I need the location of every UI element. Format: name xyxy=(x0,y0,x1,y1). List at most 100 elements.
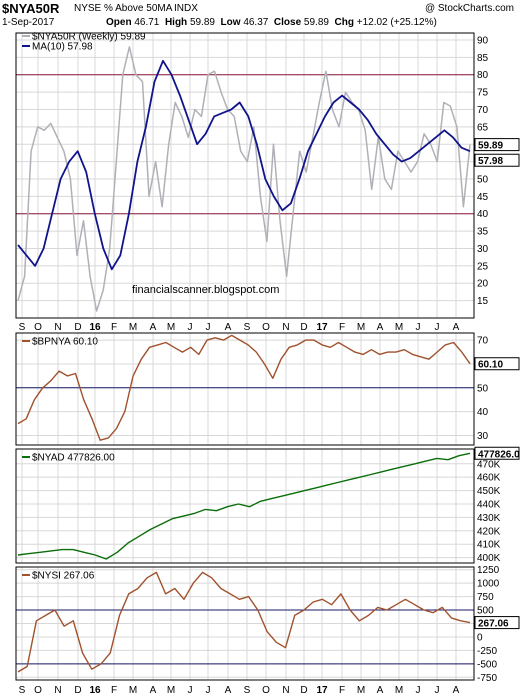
x-tick-label: N xyxy=(54,322,61,333)
x-tick-label: M xyxy=(167,685,175,696)
stockcharts-credit: @ StockCharts.com xyxy=(424,3,514,14)
y-tick-label: 440K xyxy=(477,499,501,510)
date-label: 1-Sep-2017 xyxy=(2,17,55,28)
watermark: financialscanner.blogspot.com xyxy=(132,284,279,296)
last-value-label: 267.06 xyxy=(478,619,509,630)
y-tick-label: 750 xyxy=(477,592,494,603)
y-tick-label: -500 xyxy=(477,659,497,670)
close-label: Close xyxy=(273,17,302,28)
y-tick-label: 35 xyxy=(477,227,489,238)
y-tick-label: 75 xyxy=(477,88,489,99)
x-tick-label: D xyxy=(300,685,307,696)
panel-frame xyxy=(15,32,475,319)
ohlc-line: Open 46.71 High 59.89 Low 46.37 Close 59… xyxy=(106,17,437,28)
y-tick-label: 470K xyxy=(477,459,501,470)
low-value: 46.37 xyxy=(243,17,269,28)
x-tick-label: 16 xyxy=(89,685,101,696)
x-axis-top: S O N D 16 F M A M J J A S O N D 17 F M A M J J A xyxy=(19,322,460,333)
x-tick-label: 17 xyxy=(316,685,328,696)
legend-ma10: MA(10) 57.98 xyxy=(32,42,93,53)
x-tick-label: M xyxy=(357,685,365,696)
y-tick-label: -250 xyxy=(477,646,497,657)
panel-nysi: -750-500-250025050075010001250$NYSI 267.… xyxy=(15,565,520,684)
x-tick-label: O xyxy=(262,322,270,333)
x-tick-label: J xyxy=(416,322,421,333)
change-value: +12.02 (+25.12%) xyxy=(356,17,437,28)
close-value: 59.89 xyxy=(303,17,329,28)
y-tick-label: 40 xyxy=(477,209,489,220)
x-tick-label: A xyxy=(150,685,157,696)
y-tick-label: 15 xyxy=(477,296,489,307)
x-tick-label: A xyxy=(377,685,384,696)
legend-bpnya: $BPNYA 60.10 xyxy=(32,337,98,348)
y-tick-label: 500 xyxy=(477,606,494,617)
y-tick-label: 25 xyxy=(477,261,489,272)
x-tick-label: N xyxy=(54,685,61,696)
high-value: 59.89 xyxy=(189,17,215,28)
x-tick-label: S xyxy=(244,685,251,696)
last-value-box xyxy=(474,357,520,371)
y-tick-label: 450K xyxy=(477,486,501,497)
x-tick-label: N xyxy=(282,322,289,333)
y-tick-label: 85 xyxy=(477,53,489,64)
x-tick-label: N xyxy=(282,685,289,696)
y-tick-label: 45 xyxy=(477,192,489,203)
x-tick-label: J xyxy=(188,322,193,333)
x-tick-label: D xyxy=(74,685,81,696)
y-tick-label: 40 xyxy=(477,407,489,418)
panel-frame xyxy=(15,448,475,564)
x-tick-label: A xyxy=(225,685,232,696)
y-tick-label: 430K xyxy=(477,513,501,524)
x-tick-label: O xyxy=(34,685,42,696)
symbol-title: $NYA50R xyxy=(2,1,60,16)
y-tick-label: 90 xyxy=(477,35,489,46)
x-tick-label: S xyxy=(19,685,26,696)
exchange-label: INDX xyxy=(174,3,198,14)
series-line xyxy=(17,46,471,312)
x-tick-label: D xyxy=(74,322,81,333)
x-tick-label: O xyxy=(34,322,42,333)
high-label: High xyxy=(164,17,188,28)
last-value-box xyxy=(474,153,520,167)
y-tick-label: 30 xyxy=(477,431,489,442)
symbol-description: NYSE % Above 50MA xyxy=(74,3,173,14)
x-tick-label: A xyxy=(453,685,460,696)
x-tick-label: M xyxy=(395,322,403,333)
x-tick-label: 16 xyxy=(89,322,101,333)
open-label: Open xyxy=(106,17,132,28)
y-tick-label: 70 xyxy=(477,105,489,116)
last-value-box xyxy=(474,138,520,152)
x-tick-label: A xyxy=(150,322,157,333)
y-tick-label: 50 xyxy=(477,383,489,394)
x-tick-label: M xyxy=(167,322,175,333)
x-axis-bottom: S O N D 16 F M A M J J A S O N D 17 F M A M J J A xyxy=(19,685,460,696)
y-tick-label: 20 xyxy=(477,279,489,290)
last-value-label: 477826.0 xyxy=(478,449,520,460)
legend-nyad: $NYAD 477826.00 xyxy=(32,453,115,464)
change-label: Chg xyxy=(334,17,354,28)
last-value-box xyxy=(474,616,520,630)
last-value-label: 57.98 xyxy=(478,156,503,167)
x-tick-label: S xyxy=(19,322,26,333)
series-line xyxy=(17,571,471,673)
last-value-box xyxy=(474,446,520,460)
y-tick-label: -750 xyxy=(477,673,497,684)
x-tick-label: F xyxy=(111,322,117,333)
x-tick-label: O xyxy=(262,685,270,696)
chart-header: $NYA50R NYSE % Above 50MA INDX @ StockCh… xyxy=(2,0,520,32)
last-value-label: 60.10 xyxy=(478,360,503,371)
y-tick-label: 0 xyxy=(477,632,483,643)
x-tick-label: F xyxy=(111,685,117,696)
x-tick-label: 17 xyxy=(316,322,328,333)
x-tick-label: S xyxy=(244,322,251,333)
x-tick-label: J xyxy=(206,322,211,333)
y-tick-label: 30 xyxy=(477,244,489,255)
x-tick-label: M xyxy=(129,322,137,333)
y-tick-label: 1000 xyxy=(477,579,500,590)
open-value: 46.71 xyxy=(134,17,160,28)
x-tick-label: A xyxy=(453,322,460,333)
y-tick-label: 410K xyxy=(477,540,501,551)
x-tick-label: F xyxy=(339,322,345,333)
x-tick-label: J xyxy=(206,685,211,696)
